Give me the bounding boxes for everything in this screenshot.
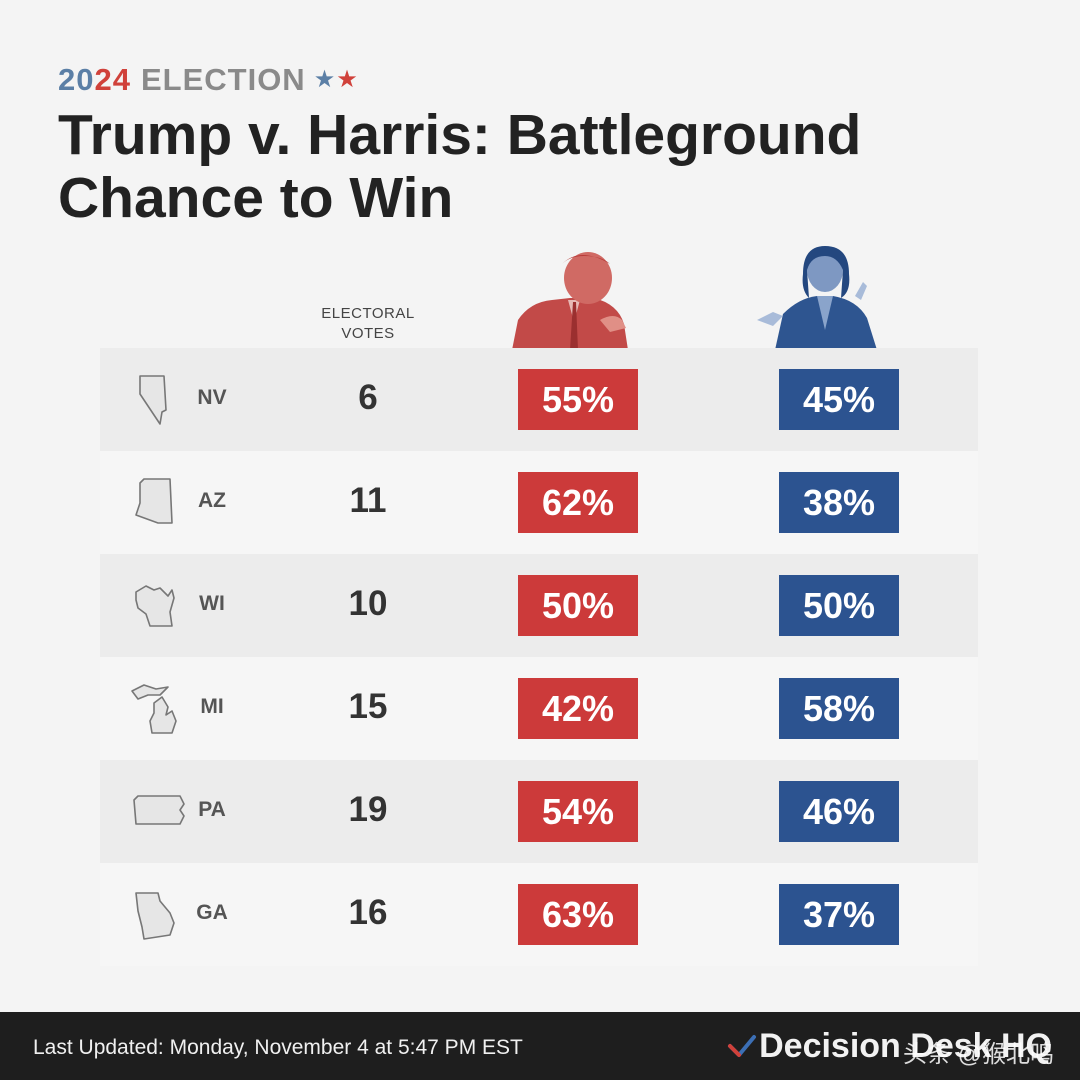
state-abbr: PA (198, 798, 226, 821)
kicker-year-part2: 24 (94, 62, 131, 97)
blue-star-icon: ★ (313, 66, 337, 93)
table-row: MI 15 42% 58% (100, 657, 978, 760)
harris-chance-badge: 37% (779, 884, 899, 945)
electoral-votes-header: ELECTORAL VOTES (321, 305, 415, 342)
trump-chance-badge: 62% (518, 472, 638, 533)
electoral-votes-value: 10 (348, 584, 388, 623)
red-star-icon: ★ (336, 66, 359, 93)
michigan-outline-icon (131, 684, 177, 734)
table-row: WI 10 50% 50% (100, 554, 978, 657)
table-row: AZ 11 62% 38% (100, 451, 978, 554)
electoral-votes-value: 11 (349, 481, 387, 520)
decision-desk-logo: Decision Desk HQ (727, 1026, 1052, 1066)
battleground-table: NV 6 55% 45% AZ 11 62% 38% WI 10 50% 50%… (100, 348, 978, 966)
georgia-outline-icon (135, 892, 175, 940)
table-row: NV 6 55% 45% (100, 348, 978, 451)
nevada-outline-icon (139, 375, 167, 425)
election-kicker: 2024 ELECTION ★★ (58, 62, 359, 98)
state-abbr: NV (197, 386, 227, 409)
kicker-word: ELECTION (140, 62, 306, 97)
electoral-votes-value: 16 (348, 893, 388, 932)
electoral-votes-value: 19 (348, 790, 388, 829)
brand-name: Decision Desk HQ (759, 1026, 1052, 1065)
table-row: GA 16 63% 37% (100, 863, 978, 966)
state-abbr: AZ (198, 489, 226, 512)
electoral-votes-value: 6 (358, 378, 378, 417)
state-abbr: MI (200, 695, 224, 718)
kicker-year-part1: 20 (58, 62, 95, 97)
last-updated-text: Last Updated: Monday, November 4 at 5:47… (33, 1036, 523, 1059)
harris-chance-badge: 50% (779, 575, 899, 636)
trump-chance-badge: 63% (518, 884, 638, 945)
arizona-outline-icon (135, 478, 173, 524)
harris-chance-badge: 46% (779, 781, 899, 842)
harris-portrait-image (757, 246, 877, 350)
state-abbr: GA (196, 901, 228, 924)
state-abbr: WI (199, 592, 225, 615)
page-title: Trump v. Harris: Battleground Chance to … (58, 103, 862, 230)
table-row: PA 19 54% 46% (100, 760, 978, 863)
wisconsin-outline-icon (135, 585, 175, 627)
trump-chance-badge: 54% (518, 781, 638, 842)
harris-chance-badge: 38% (779, 472, 899, 533)
footer-bar: Last Updated: Monday, November 4 at 5:47… (0, 1012, 1080, 1080)
trump-chance-badge: 42% (518, 678, 638, 739)
trump-portrait-image (512, 252, 628, 350)
harris-chance-badge: 45% (779, 369, 899, 430)
trump-chance-badge: 50% (518, 575, 638, 636)
checkmark-icon (728, 1035, 757, 1057)
electoral-votes-value: 15 (348, 687, 388, 726)
trump-chance-badge: 55% (518, 369, 638, 430)
watermark-text: 头条 @猴北鸣 (902, 1041, 1054, 1068)
harris-chance-badge: 58% (779, 678, 899, 739)
pennsylvania-outline-icon (133, 795, 185, 825)
